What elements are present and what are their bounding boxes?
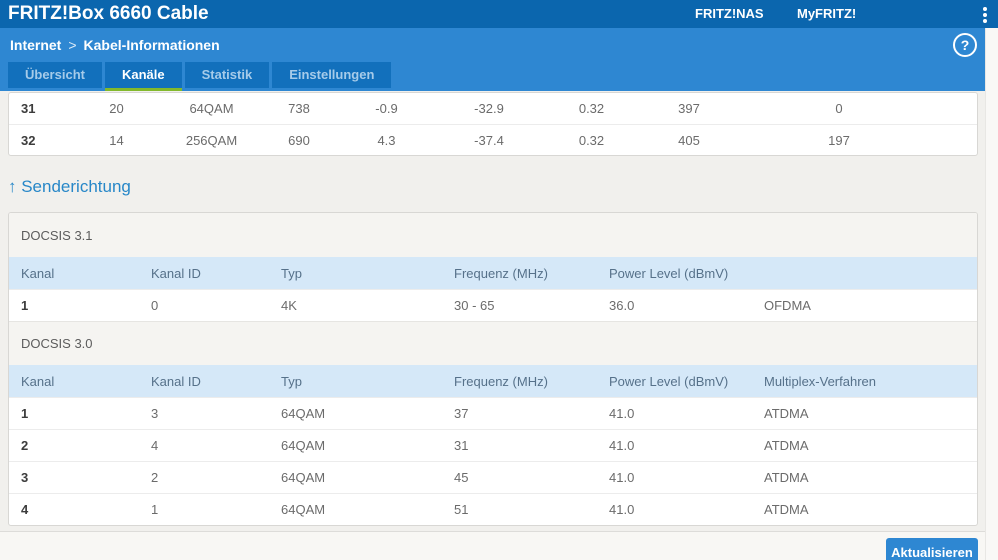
column-header: Power Level (dBmV) bbox=[597, 374, 752, 389]
table-cell: 4 bbox=[139, 438, 269, 453]
breadcrumb-page: Kabel-Informationen bbox=[84, 37, 220, 53]
table-cell: 0 bbox=[739, 101, 939, 116]
table-cell: 1 bbox=[9, 298, 139, 313]
column-header: Multiplex-Verfahren bbox=[752, 374, 977, 389]
table-cell: 51 bbox=[442, 502, 597, 517]
question-mark-icon: ? bbox=[961, 37, 970, 53]
dot bbox=[983, 7, 987, 11]
table-cell: 256QAM bbox=[164, 133, 259, 148]
upstream-table: DOCSIS 3.1KanalKanal IDTypFrequenz (MHz)… bbox=[8, 212, 978, 526]
tab-einstellungen[interactable]: Einstellungen bbox=[272, 62, 391, 88]
breadcrumb-bar: Internet > Kabel-Informationen ? bbox=[0, 28, 985, 62]
table-cell: 2 bbox=[9, 438, 139, 453]
table-header-row: KanalKanal IDTypFrequenz (MHz)Power Leve… bbox=[9, 365, 977, 397]
table-cell: 20 bbox=[69, 101, 164, 116]
table-cell: 738 bbox=[259, 101, 339, 116]
table-cell: -37.4 bbox=[434, 133, 544, 148]
table-cell: 31 bbox=[9, 101, 69, 116]
table-cell: 41.0 bbox=[597, 502, 752, 517]
table-cell: 3 bbox=[139, 406, 269, 421]
table-cell: 64QAM bbox=[269, 502, 442, 517]
table-cell: ATDMA bbox=[752, 406, 977, 421]
breadcrumb-separator-icon: > bbox=[68, 37, 76, 53]
tab-bar-tabs: ÜbersichtKanäleStatistikEinstellungen bbox=[8, 62, 391, 88]
table-row: 104K30 - 6536.0OFDMA bbox=[9, 289, 977, 321]
breadcrumb-section: Internet bbox=[10, 37, 61, 53]
column-header: Power Level (dBmV) bbox=[597, 266, 752, 281]
table-cell: 1 bbox=[139, 502, 269, 517]
scrollbar-track[interactable] bbox=[985, 28, 998, 560]
table-cell: 30 - 65 bbox=[442, 298, 597, 313]
column-header: Kanal bbox=[9, 266, 139, 281]
table-cell: OFDMA bbox=[752, 298, 977, 313]
column-header: Kanal ID bbox=[139, 374, 269, 389]
table-row: 3214256QAM6904.3-37.40.32405197 bbox=[9, 124, 977, 155]
section-title: DOCSIS 3.1 bbox=[9, 213, 977, 257]
tab-kanaele[interactable]: Kanäle bbox=[105, 62, 182, 88]
table-cell: 36.0 bbox=[597, 298, 752, 313]
upstream-heading: ↑ Senderichtung bbox=[8, 177, 131, 197]
help-button[interactable]: ? bbox=[953, 33, 977, 57]
footer-bar: Aktualisieren bbox=[0, 531, 985, 560]
dot bbox=[983, 19, 987, 23]
top-nav: FRITZ!NAS MyFRITZ! bbox=[0, 0, 998, 28]
table-row: 3264QAM4541.0ATDMA bbox=[9, 461, 977, 493]
table-cell: ATDMA bbox=[752, 438, 977, 453]
menu-dots-icon[interactable] bbox=[983, 7, 987, 23]
table-cell: -0.9 bbox=[339, 101, 434, 116]
table-cell: 0 bbox=[139, 298, 269, 313]
column-header: Frequenz (MHz) bbox=[442, 374, 597, 389]
table-cell: 405 bbox=[639, 133, 739, 148]
table-cell: 690 bbox=[259, 133, 339, 148]
table-cell: ATDMA bbox=[752, 502, 977, 517]
tab-bar: ÜbersichtKanäleStatistikEinstellungen bbox=[0, 62, 985, 91]
tab-uebersicht[interactable]: Übersicht bbox=[8, 62, 102, 88]
table-cell: 4.3 bbox=[339, 133, 434, 148]
table-cell: 41.0 bbox=[597, 438, 752, 453]
top-bar: FRITZ!Box 6660 Cable FRITZ!NASMyFRITZ! bbox=[0, 0, 998, 28]
table-header-row: KanalKanal IDTypFrequenz (MHz)Power Leve… bbox=[9, 257, 977, 289]
table-cell: 64QAM bbox=[269, 438, 442, 453]
table-cell: 3 bbox=[9, 470, 139, 485]
table-cell: 31 bbox=[442, 438, 597, 453]
column-header: Kanal ID bbox=[139, 266, 269, 281]
table-cell: 4K bbox=[269, 298, 442, 313]
breadcrumb: Internet > Kabel-Informationen bbox=[10, 28, 220, 62]
table-cell: 37 bbox=[442, 406, 597, 421]
table-cell: 4 bbox=[9, 502, 139, 517]
table-cell: 1 bbox=[9, 406, 139, 421]
column-header: Typ bbox=[269, 266, 442, 281]
table-row: 1364QAM3741.0ATDMA bbox=[9, 397, 977, 429]
table-cell: 64QAM bbox=[269, 470, 442, 485]
nav-link-fritznas[interactable]: FRITZ!NAS bbox=[695, 0, 764, 28]
column-header: Kanal bbox=[9, 374, 139, 389]
table-cell: 64QAM bbox=[269, 406, 442, 421]
tab-statistik[interactable]: Statistik bbox=[185, 62, 270, 88]
refresh-button[interactable]: Aktualisieren bbox=[886, 538, 978, 560]
table-row: 4164QAM5141.0ATDMA bbox=[9, 493, 977, 525]
table-cell: 197 bbox=[739, 133, 939, 148]
table-cell: 0.32 bbox=[544, 133, 639, 148]
table-cell: 41.0 bbox=[597, 406, 752, 421]
dot bbox=[983, 13, 987, 17]
table-cell: 0.32 bbox=[544, 101, 639, 116]
section-title: DOCSIS 3.0 bbox=[9, 321, 977, 365]
table-row: 312064QAM738-0.9-32.90.323970 bbox=[9, 93, 977, 124]
table-cell: ATDMA bbox=[752, 470, 977, 485]
table-cell: 397 bbox=[639, 101, 739, 116]
column-header: Typ bbox=[269, 374, 442, 389]
table-cell: -32.9 bbox=[434, 101, 544, 116]
nav-link-myfritz[interactable]: MyFRITZ! bbox=[797, 0, 856, 28]
table-cell: 45 bbox=[442, 470, 597, 485]
downstream-table: 312064QAM738-0.9-32.90.3239703214256QAM6… bbox=[8, 92, 978, 156]
column-header: Frequenz (MHz) bbox=[442, 266, 597, 281]
table-cell: 2 bbox=[139, 470, 269, 485]
table-cell: 64QAM bbox=[164, 101, 259, 116]
table-cell: 14 bbox=[69, 133, 164, 148]
table-row: 2464QAM3141.0ATDMA bbox=[9, 429, 977, 461]
table-cell: 41.0 bbox=[597, 470, 752, 485]
table-cell: 32 bbox=[9, 133, 69, 148]
